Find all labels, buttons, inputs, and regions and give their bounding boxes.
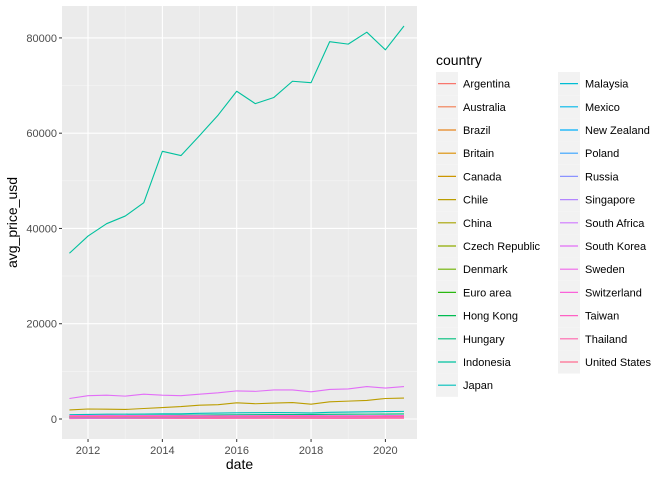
- legend-label: Britain: [463, 148, 494, 160]
- x-tick-label: 2020: [373, 445, 397, 457]
- legend-label: Russia: [585, 171, 620, 183]
- y-tick-label: 40000: [26, 223, 57, 235]
- legend-label: Mexico: [585, 102, 620, 114]
- series-line-japan: [69, 410, 404, 416]
- legend-label: New Zealand: [585, 125, 650, 137]
- series-lines: [69, 25, 405, 420]
- legend-label: South Africa: [585, 218, 645, 230]
- legend-label: Canada: [463, 171, 502, 183]
- legend-label: Czech Republic: [463, 241, 541, 253]
- legend-label: Taiwan: [585, 311, 619, 323]
- legend-label: Poland: [585, 148, 619, 160]
- legend-title: country: [436, 52, 482, 68]
- legend-label: Japan: [463, 380, 493, 392]
- legend-label: Brazil: [463, 125, 491, 137]
- legend-label: China: [463, 218, 493, 230]
- x-tick-label: 2018: [299, 445, 323, 457]
- x-tick-label: 2012: [76, 445, 100, 457]
- legend-label: Indonesia: [463, 357, 512, 369]
- legend-label: Malaysia: [585, 79, 629, 91]
- x-axis: 2012 2014 2016 2018 2020: [76, 439, 398, 457]
- legend-label: Hungary: [463, 334, 505, 346]
- y-axis-title: avg_price_usd: [4, 177, 20, 268]
- legend-label: Argentina: [463, 79, 511, 91]
- grid-major: [62, 6, 417, 439]
- legend-label: Singapore: [585, 195, 635, 207]
- x-tick-label: 2016: [224, 445, 248, 457]
- legend-label: South Korea: [585, 241, 647, 253]
- x-axis-title: date: [226, 456, 253, 472]
- grid-minor: [62, 6, 417, 439]
- y-tick-label: 60000: [26, 128, 57, 140]
- legend-label: Chile: [463, 195, 488, 207]
- y-tick-label: 20000: [26, 319, 57, 331]
- legend-label: Denmark: [463, 264, 508, 276]
- legend-label: Sweden: [585, 264, 625, 276]
- y-tick-label: 0: [51, 414, 57, 426]
- legend-label: Australia: [463, 102, 507, 114]
- plot-panel: [62, 6, 417, 439]
- series-line-south-korea: [69, 386, 405, 400]
- legend-label: Hong Kong: [463, 311, 518, 323]
- y-tick-label: 80000: [26, 33, 57, 45]
- legend-label: Thailand: [585, 334, 627, 346]
- legend: country Argentina Australia Brazil Britain C…: [436, 52, 652, 397]
- x-tick-label: 2014: [150, 445, 174, 457]
- y-axis: 0 20000 40000 60000 80000: [26, 33, 62, 426]
- legend-label: Switzerland: [585, 287, 642, 299]
- series-line-indonesia: [69, 25, 405, 254]
- legend-label: United States: [585, 357, 652, 369]
- series-line-chile: [69, 397, 405, 411]
- legend-label: Euro area: [463, 287, 512, 299]
